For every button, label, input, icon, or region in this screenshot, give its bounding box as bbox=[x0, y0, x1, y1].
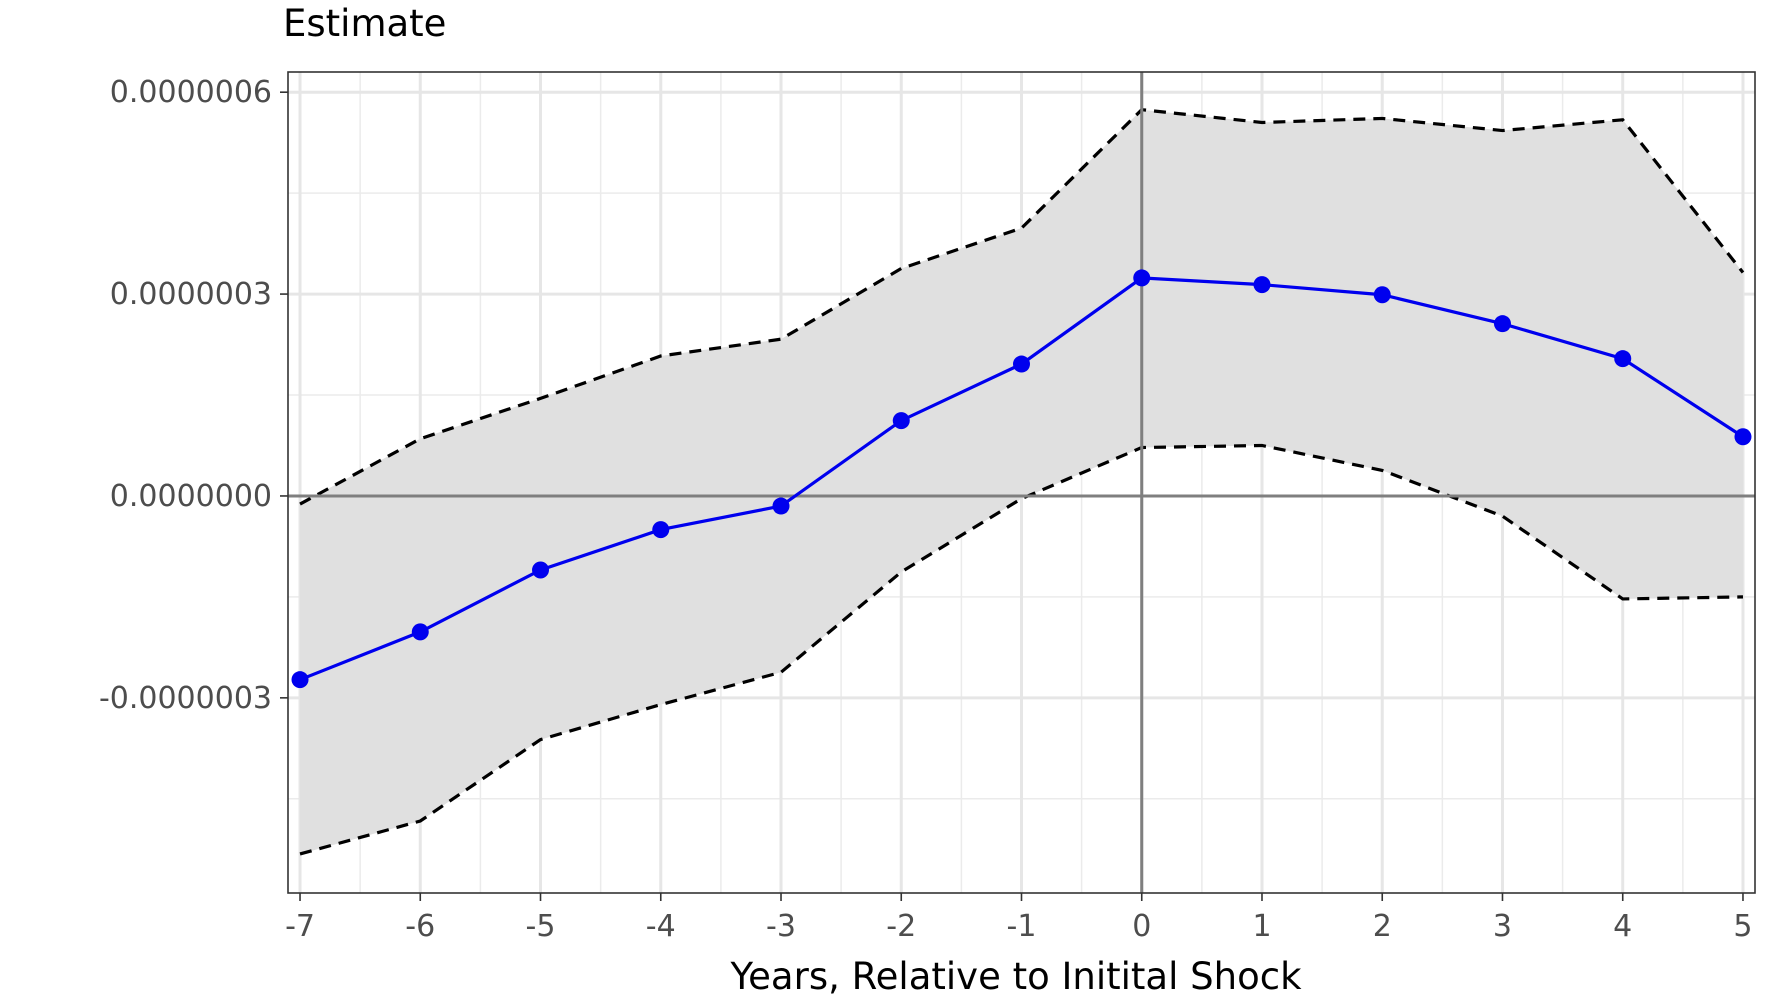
x-tick-label: 5 bbox=[1733, 909, 1752, 944]
x-tick-label: -1 bbox=[1007, 909, 1037, 944]
x-tick-label: -3 bbox=[766, 909, 796, 944]
data-point bbox=[652, 521, 670, 539]
y-axis: 0.0000006 0.0000003 0.0000000 -0.0000003 bbox=[99, 75, 288, 716]
x-tick-label: 4 bbox=[1613, 909, 1632, 944]
x-tick-label: -5 bbox=[526, 909, 556, 944]
data-point bbox=[411, 623, 429, 641]
confidence-lower-line bbox=[299, 443, 1744, 856]
y-tick-label: 0.0000000 bbox=[110, 479, 272, 514]
x-tick-label: 3 bbox=[1493, 909, 1512, 944]
x-tick-label: -6 bbox=[405, 909, 435, 944]
data-point bbox=[291, 671, 309, 689]
x-axis: -7 -6 -5 -4 -3 -2 -1 0 1 2 3 4 5 bbox=[285, 893, 1753, 944]
x-tick-label: -4 bbox=[646, 909, 676, 944]
confidence-upper-line bbox=[299, 108, 1745, 506]
data-point bbox=[1614, 350, 1632, 368]
data-point bbox=[1734, 428, 1752, 446]
y-tick-label: 0.0000003 bbox=[110, 277, 272, 312]
x-axis-title: Years, Relative to Initital Shock bbox=[729, 955, 1302, 998]
data-point bbox=[1373, 286, 1391, 304]
estimate-series bbox=[291, 269, 1752, 689]
x-tick-label: 2 bbox=[1373, 909, 1392, 944]
x-tick-label: 0 bbox=[1132, 909, 1151, 944]
x-tick-label: -7 bbox=[285, 909, 315, 944]
data-point bbox=[892, 412, 910, 430]
y-tick-label: -0.0000003 bbox=[99, 681, 272, 716]
data-point bbox=[1493, 315, 1511, 333]
data-point bbox=[1133, 269, 1151, 287]
data-point bbox=[1253, 276, 1271, 294]
x-tick-label: -2 bbox=[886, 909, 916, 944]
data-point bbox=[532, 561, 550, 579]
data-point bbox=[1013, 355, 1030, 373]
chart-title: Estimate bbox=[283, 2, 446, 45]
y-tick-label: 0.0000006 bbox=[110, 75, 272, 110]
reference-lines bbox=[288, 72, 1755, 893]
x-tick-label: 1 bbox=[1252, 909, 1271, 944]
data-point bbox=[772, 497, 790, 515]
